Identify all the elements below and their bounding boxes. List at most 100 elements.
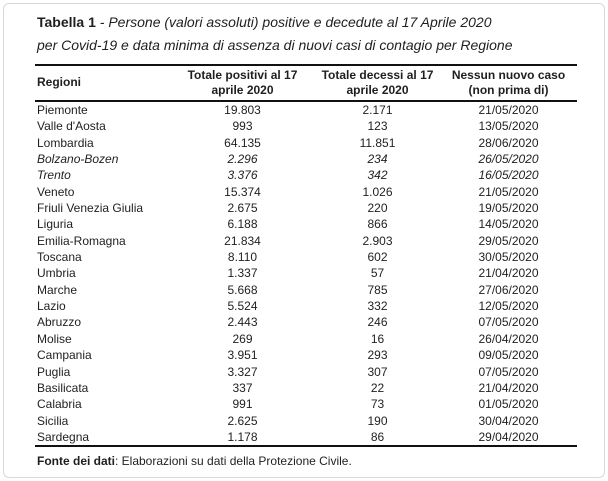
no-new-case-cell: 27/06/2020 xyxy=(478,282,539,297)
no-new-case-cell: 28/06/2020 xyxy=(478,135,539,150)
deaths-cell: 307 xyxy=(367,364,388,379)
data-source-label: Fonte dei dati xyxy=(37,454,115,468)
region-cell: Trento xyxy=(37,168,71,183)
deaths-cell: 123 xyxy=(367,119,388,134)
header-nessun-nuovo-caso-line1: Nessun nuovo caso xyxy=(451,68,566,82)
table-row: Sardegna 1.178 86 29/04/2020 xyxy=(35,429,577,446)
region-cell: Basilicata xyxy=(37,380,89,395)
deaths-cell: 73 xyxy=(370,397,385,412)
region-cell: Lombardia xyxy=(37,135,94,150)
data-source-text: : Elaborazioni su dati della Protezione … xyxy=(115,454,352,468)
positives-cell: 3.376 xyxy=(227,168,258,183)
table-row: Toscana 8.110 602 30/05/2020 xyxy=(35,249,577,265)
no-new-case-cell: 13/05/2020 xyxy=(478,119,539,134)
no-new-case-cell: 29/05/2020 xyxy=(478,233,539,248)
region-cell: Abruzzo xyxy=(37,315,82,330)
no-new-case-cell: 07/05/2020 xyxy=(478,364,539,379)
table-row: Molise 269 16 26/04/2020 xyxy=(35,331,577,347)
no-new-case-cell: 26/05/2020 xyxy=(478,152,539,167)
table-row: Puglia 3.327 307 07/05/2020 xyxy=(35,364,577,380)
positives-cell: 1.337 xyxy=(227,266,258,281)
table-row: Marche 5.668 785 27/06/2020 xyxy=(35,282,577,298)
no-new-case-cell: 07/05/2020 xyxy=(478,315,539,330)
deaths-cell: 1.026 xyxy=(362,184,393,199)
regions-table: Regioni Totale positivi al 17 aprile 202… xyxy=(35,64,577,447)
no-new-case-cell: 16/05/2020 xyxy=(478,168,539,183)
header-totale-positivi-line2: aprile 2020 xyxy=(211,82,274,97)
no-new-case-cell: 09/05/2020 xyxy=(478,348,539,363)
deaths-cell: 342 xyxy=(367,168,388,183)
positives-cell: 5.524 xyxy=(227,299,258,314)
table-header: Regioni Totale positivi al 17 aprile 202… xyxy=(35,65,577,101)
deaths-cell: 332 xyxy=(367,299,388,314)
deaths-cell: 22 xyxy=(370,380,385,395)
no-new-case-cell: 12/05/2020 xyxy=(478,299,539,314)
deaths-cell: 602 xyxy=(367,250,388,265)
positives-cell: 2.443 xyxy=(227,315,258,330)
region-cell: Bolzano-Bozen xyxy=(37,152,119,167)
no-new-case-cell: 30/04/2020 xyxy=(478,413,539,428)
deaths-cell: 190 xyxy=(367,413,388,428)
table-caption: Tabella 1 - Persone (valori assoluti) po… xyxy=(37,11,577,57)
region-cell: Molise xyxy=(37,331,72,346)
deaths-cell: 246 xyxy=(367,315,388,330)
data-source-note: Fonte dei dati: Elaborazioni su dati del… xyxy=(37,453,352,469)
positives-cell: 5.668 xyxy=(227,282,258,297)
header-totale-decessi: Totale decessi al 17 aprile 2020 xyxy=(315,65,440,101)
table-row: Sicilia 2.625 190 30/04/2020 xyxy=(35,413,577,429)
region-cell: Calabria xyxy=(37,397,82,412)
no-new-case-cell: 26/04/2020 xyxy=(478,331,539,346)
positives-cell: 6.188 xyxy=(227,217,258,232)
no-new-case-cell: 21/04/2020 xyxy=(478,266,539,281)
region-cell: Campania xyxy=(37,348,92,363)
table-row: Lombardia 64.135 11.851 28/06/2020 xyxy=(35,135,577,151)
table-row: Bolzano-Bozen 2.296 234 26/05/2020 xyxy=(35,151,577,167)
table-row: Calabria 991 73 01/05/2020 xyxy=(35,396,577,412)
region-cell: Marche xyxy=(37,282,78,297)
region-cell: Lazio xyxy=(37,299,66,314)
deaths-cell: 785 xyxy=(367,282,388,297)
deaths-cell: 86 xyxy=(370,429,385,444)
deaths-cell: 234 xyxy=(367,152,388,167)
header-regioni-label: Regioni xyxy=(37,75,81,90)
region-cell: Toscana xyxy=(37,250,82,265)
positives-cell: 269 xyxy=(232,331,253,346)
positives-cell: 337 xyxy=(232,380,253,395)
positives-cell: 21.834 xyxy=(224,233,261,248)
positives-cell: 15.374 xyxy=(224,184,261,199)
no-new-case-cell: 14/05/2020 xyxy=(478,217,539,232)
header-totale-positivi-line1: Totale positivi al 17 xyxy=(187,68,298,82)
deaths-cell: 16 xyxy=(370,331,385,346)
region-cell: Sardegna xyxy=(37,429,90,444)
header-nessun-nuovo-caso: Nessun nuovo caso (non prima di) xyxy=(440,65,577,101)
table-row: Lazio 5.524 332 12/05/2020 xyxy=(35,298,577,314)
header-totale-decessi-line2: aprile 2020 xyxy=(346,82,409,97)
table-row: Abruzzo 2.443 246 07/05/2020 xyxy=(35,314,577,330)
table-row: Emilia-Romagna 21.834 2.903 29/05/2020 xyxy=(35,233,577,249)
caption-line-1: Tabella 1 - Persone (valori assoluti) po… xyxy=(37,11,577,34)
caption-dash: - xyxy=(95,14,109,30)
caption-table-number: Tabella 1 xyxy=(37,14,96,30)
no-new-case-cell: 19/05/2020 xyxy=(478,201,539,216)
positives-cell: 2.296 xyxy=(227,152,258,167)
deaths-cell: 293 xyxy=(367,348,388,363)
positives-cell: 8.110 xyxy=(227,250,258,265)
caption-text-line2: per Covid-19 e data minima di assenza di… xyxy=(37,37,513,53)
table-row: Basilicata 337 22 21/04/2020 xyxy=(35,380,577,396)
header-regioni: Regioni xyxy=(35,65,170,101)
region-cell: Sicilia xyxy=(37,413,69,428)
region-cell: Umbria xyxy=(37,266,76,281)
deaths-cell: 220 xyxy=(367,201,388,216)
table-row: Liguria 6.188 866 14/05/2020 xyxy=(35,216,577,232)
region-cell: Valle d'Aosta xyxy=(37,119,106,134)
table-row: Umbria 1.337 57 21/04/2020 xyxy=(35,265,577,281)
deaths-cell: 2.903 xyxy=(362,233,393,248)
positives-cell: 2.625 xyxy=(227,413,258,428)
table-row: Campania 3.951 293 09/05/2020 xyxy=(35,347,577,363)
no-new-case-cell: 30/05/2020 xyxy=(478,250,539,265)
table-row: Valle d'Aosta 993 123 13/05/2020 xyxy=(35,118,577,134)
caption-text-line1: Persone (valori assoluti) positive e dec… xyxy=(108,14,492,30)
table-row: Trento 3.376 342 16/05/2020 xyxy=(35,167,577,183)
positives-cell: 3.951 xyxy=(227,348,258,363)
region-cell: Friuli Venezia Giulia xyxy=(37,201,144,216)
